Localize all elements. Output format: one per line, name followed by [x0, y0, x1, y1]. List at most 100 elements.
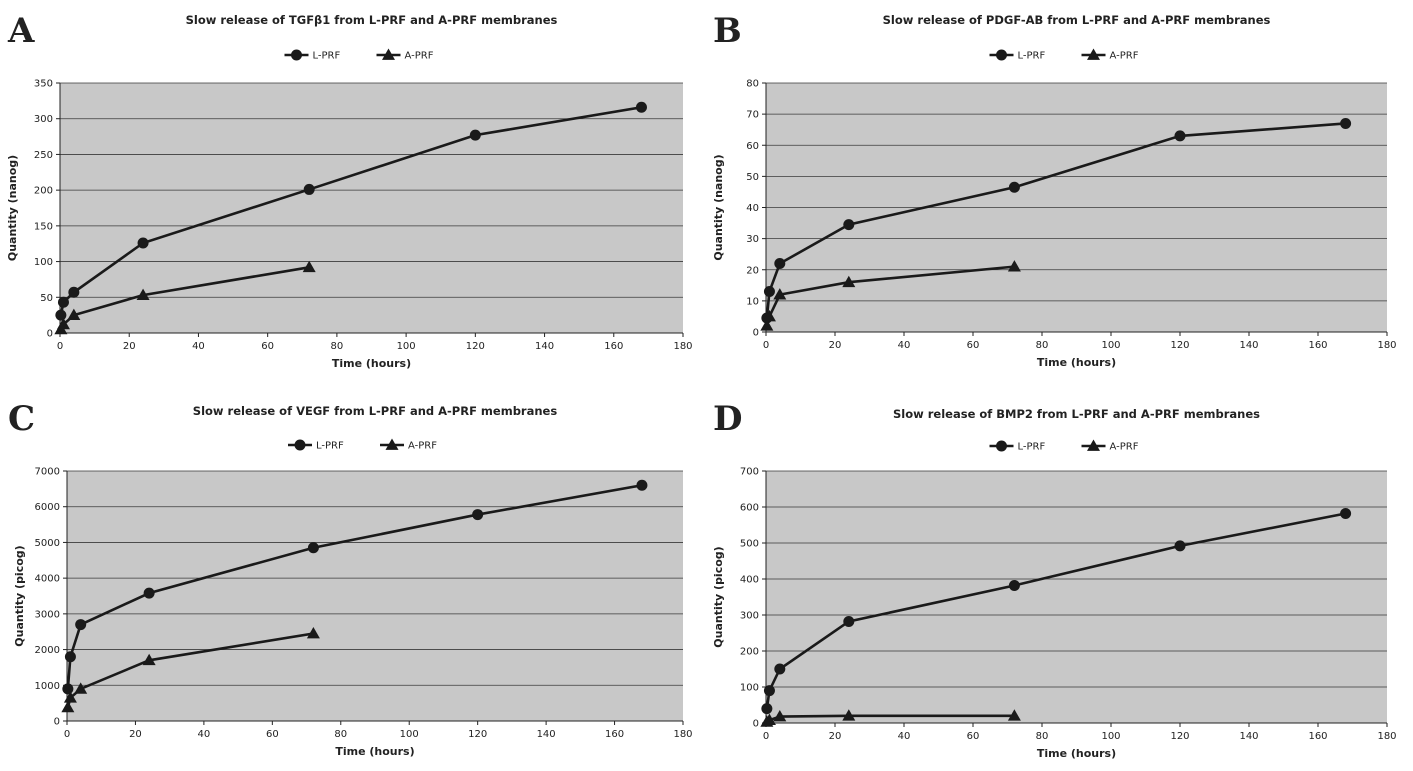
- panel-b-series-l-prf: [761, 117, 1352, 324]
- panel-c-data-point: [143, 587, 155, 599]
- panel-d-data-point: [1174, 540, 1186, 552]
- panel-a-data-point: [55, 309, 67, 321]
- panel-b-title: Slow release of PDGF-AB from L-PRF and A…: [883, 13, 1271, 27]
- panel-a-y-tick-label: 350: [34, 79, 53, 90]
- panel-c-x-tick-label: 160: [605, 729, 624, 740]
- panel-d-legend-label: L-PRF: [1018, 442, 1046, 453]
- panel-d-x-tick-label: 40: [898, 731, 911, 742]
- panel-d-series-l-prf: [761, 507, 1352, 715]
- panel-a-data-point: [57, 296, 69, 308]
- panel-b-y-axis-label: Quantity (nanog): [712, 154, 725, 260]
- panel-d-legend-item-a-prf: A-PRF: [1081, 439, 1139, 453]
- panel-c-x-axis-label: Time (hours): [335, 745, 414, 758]
- panel-a-x-tick-label: 0: [57, 341, 63, 352]
- panel-c-data-point: [62, 683, 74, 695]
- panel-b-data-point: [773, 288, 787, 300]
- panel-a-legend-label: A-PRF: [405, 51, 434, 62]
- panel-b-data-point: [763, 286, 775, 298]
- panel-a-x-tick-label: 140: [535, 341, 554, 352]
- panel-c-data-point: [61, 700, 75, 713]
- panel-d-data-point: [1007, 709, 1021, 721]
- panel-b-x-tick-label: 60: [967, 340, 980, 351]
- panel-b-x-tick-label: 0: [763, 340, 769, 351]
- panel-d-y-axis-label: Quantity (picog): [712, 546, 725, 647]
- panel-b-legend-label: L-PRF: [1018, 51, 1046, 62]
- panel-c-data-point: [75, 619, 87, 631]
- panel-b-x-axis-label: Time (hours): [1037, 356, 1116, 369]
- panel-c-title: Slow release of VEGF from L-PRF and A-PR…: [193, 404, 558, 418]
- panel-d-legend-marker: [996, 440, 1007, 452]
- panel-b-legend-label: A-PRF: [1110, 51, 1139, 62]
- panel-d-data-point: [1340, 507, 1352, 519]
- panel-a: A Slow release of TGFβ1 from L-PRF and A-…: [6, 11, 693, 370]
- panel-b-y-tick-label: 30: [746, 234, 759, 245]
- panel-d-y-tick-label: 300: [740, 611, 759, 622]
- panel-d-data-point: [763, 685, 775, 697]
- panel-c-x-tick-label: 60: [266, 729, 279, 740]
- panel-a-y-tick-label: 150: [34, 221, 53, 232]
- panel-c-y-tick-label: 7000: [35, 467, 60, 478]
- panel-d-x-tick-label: 120: [1170, 731, 1189, 742]
- panel-a-x-tick-label: 20: [123, 341, 136, 352]
- panel-a-legend-marker: [382, 48, 395, 60]
- panel-d-title: Slow release of BMP2 from L-PRF and A-PR…: [893, 407, 1260, 421]
- panel-d-x-tick-label: 60: [967, 731, 980, 742]
- panel-c-x-tick-label: 20: [129, 729, 142, 740]
- panel-c-letter: C: [8, 399, 35, 439]
- panel-b-data-point: [762, 309, 776, 322]
- panel-c-y-tick-label: 6000: [35, 502, 60, 513]
- panel-b-x-tick-label: 140: [1239, 340, 1258, 351]
- panel-c-y-tick-label: 0: [54, 717, 60, 728]
- panel-c-data-point: [306, 627, 320, 639]
- panel-c-data-point: [142, 653, 156, 666]
- panel-a-x-tick-label: 40: [192, 341, 205, 352]
- panel-c-legend-label: A-PRF: [408, 441, 437, 452]
- panel-d-plot-area: [766, 471, 1387, 723]
- panel-a-y-tick-label: 200: [34, 186, 53, 197]
- panel-a-y-tick-label: 50: [40, 293, 53, 304]
- panel-c-y-tick-label: 4000: [35, 574, 60, 585]
- panel-b-x-tick-label: 160: [1308, 340, 1327, 351]
- panel-d-data-point: [761, 703, 773, 715]
- panel-d-y-tick-label: 400: [740, 575, 759, 586]
- panel-a-y-tick-label: 250: [34, 150, 53, 161]
- panel-a-letter: A: [7, 11, 35, 51]
- panel-c-legend-marker: [385, 438, 399, 450]
- panel-b-data-point: [1007, 260, 1021, 272]
- panel-b-data-point: [774, 258, 786, 270]
- panel-b-legend-item-a-prf: A-PRF: [1081, 48, 1139, 62]
- panel-a-series-a-prf: [54, 260, 316, 335]
- panel-a-y-tick-label: 0: [47, 329, 53, 340]
- panel-a-x-tick-label: 60: [261, 341, 274, 352]
- panel-c-data-point: [63, 691, 77, 703]
- panel-b-y-tick-label: 50: [746, 172, 759, 183]
- panel-c-series-a-prf: [61, 627, 320, 713]
- panel-a-data-point: [136, 288, 150, 301]
- panel-d-data-point: [843, 615, 855, 627]
- panel-d-y-tick-label: 500: [740, 539, 759, 550]
- panel-c-y-tick-label: 1000: [35, 681, 60, 692]
- panel-c-data-point: [64, 651, 76, 663]
- panel-d-x-tick-label: 140: [1239, 731, 1258, 742]
- panel-d-data-point: [1008, 579, 1020, 591]
- panel-b-y-tick-label: 0: [753, 328, 759, 339]
- panel-c-legend-marker: [294, 439, 306, 451]
- panel-c-plot-area: [67, 471, 683, 721]
- panel-b-x-tick-label: 20: [829, 340, 842, 351]
- panel-b-y-tick-label: 20: [746, 265, 759, 276]
- panel-b-data-point: [842, 275, 856, 288]
- panel-c-y-tick-label: 3000: [35, 609, 60, 620]
- panel-b-letter: B: [713, 11, 742, 51]
- panel-b-x-tick-label: 40: [898, 340, 911, 351]
- panel-b-data-point: [760, 319, 774, 331]
- panel-d-y-tick-label: 100: [740, 683, 759, 694]
- panel-b-x-tick-label: 180: [1377, 340, 1396, 351]
- panel-b-legend-marker: [996, 49, 1007, 61]
- panel-a-data-point: [67, 308, 81, 321]
- panel-a-x-tick-label: 100: [397, 341, 416, 352]
- panel-d-x-tick-label: 180: [1377, 731, 1396, 742]
- panel-c-y-tick-label: 2000: [35, 645, 60, 656]
- panel-a-legend-item-a-prf: A-PRF: [376, 48, 434, 62]
- panel-a-legend-item-l-prf: L-PRF: [284, 49, 340, 62]
- panel-d-letter: D: [713, 399, 742, 439]
